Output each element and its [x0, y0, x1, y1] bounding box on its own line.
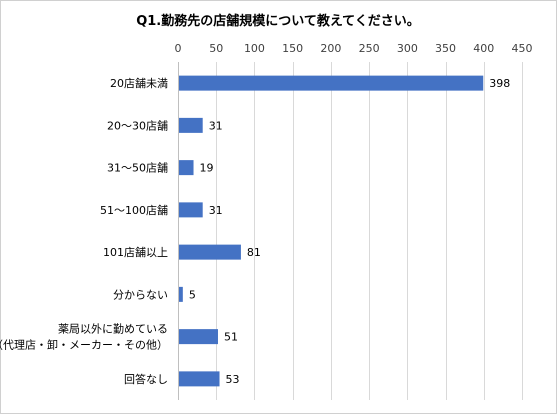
gridlines	[178, 62, 523, 400]
x-tick-label: 100	[244, 42, 265, 55]
category-label-line: 51～100店舗	[100, 203, 168, 217]
category-label-line: 回答なし	[124, 372, 168, 386]
bar	[179, 371, 220, 387]
x-tick-label: 350	[435, 42, 456, 55]
bar	[179, 75, 484, 91]
bar	[179, 117, 203, 133]
x-tick-label: 200	[320, 42, 341, 55]
bar	[179, 286, 183, 302]
x-axis-ticks: 0 50 100 150 200 250 300 350 400 450	[175, 42, 533, 55]
x-tick-label: 300	[397, 42, 418, 55]
data-label: 5	[189, 288, 196, 301]
category-label: 51～100店舗	[100, 203, 168, 217]
category-label: 20～30店舗	[107, 118, 168, 132]
category-label: 101店舗以上	[103, 245, 168, 259]
bar	[179, 202, 203, 218]
x-tick-label: 250	[359, 42, 380, 55]
category-label: 薬局以外に勤めている （代理店・卸・メーカー・その他）	[0, 323, 168, 352]
category-label-line: 20～30店舗	[107, 118, 168, 132]
data-label: 53	[226, 373, 240, 386]
data-label: 31	[209, 204, 223, 217]
chart-title: Q1.勤務先の店舗規模について教えてください。	[136, 13, 420, 29]
category-label: 回答なし	[124, 372, 168, 386]
x-tick-label: 0	[175, 42, 182, 55]
bar	[179, 160, 194, 176]
x-tick-label: 400	[473, 42, 494, 55]
category-label-line: （代理店・卸・メーカー・その他）	[0, 338, 168, 352]
data-labels: 398 31 19 31 81 5 51 53	[189, 77, 510, 386]
category-label-line: 101店舗以上	[103, 245, 168, 259]
data-label: 31	[209, 119, 223, 132]
category-label: 分からない	[113, 288, 168, 301]
category-label-line: 分からない	[113, 288, 168, 301]
data-label: 51	[224, 331, 238, 344]
category-label-line: 31～50店舗	[107, 161, 168, 175]
category-label-line: 20店舗未満	[110, 76, 168, 90]
x-tick-label: 150	[282, 42, 303, 55]
data-label: 19	[200, 162, 214, 175]
category-labels: 20店舗未満 20～30店舗 31～50店舗 51～100店舗 101店舗以上分からない…	[0, 76, 168, 386]
x-tick-label: 450	[512, 42, 533, 55]
bar	[179, 244, 241, 260]
category-label: 20店舗未満	[110, 76, 168, 90]
category-label: 31～50店舗	[107, 161, 168, 175]
bar	[179, 329, 218, 345]
category-label-line: 薬局以外に勤めている	[58, 323, 168, 336]
bars	[179, 75, 484, 387]
data-label: 81	[247, 246, 261, 259]
x-tick-label: 50	[209, 42, 223, 55]
data-label: 398	[489, 77, 510, 90]
